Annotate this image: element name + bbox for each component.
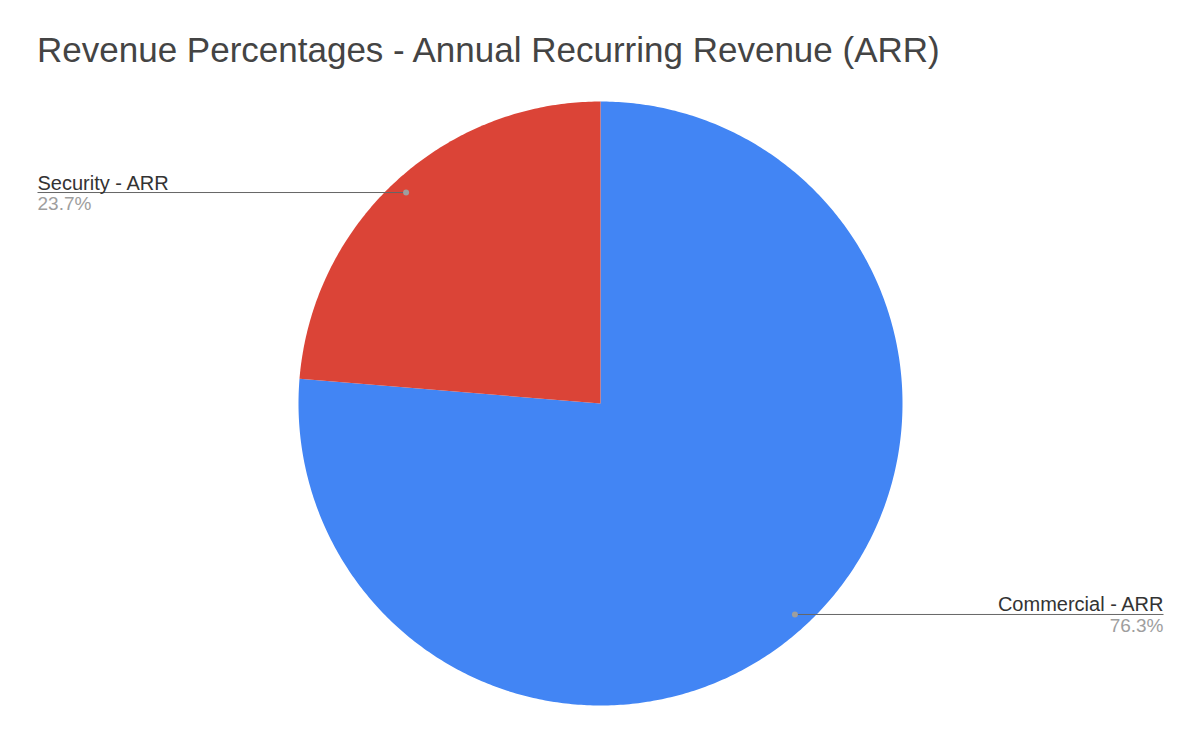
svg-text:Commercial - ARR: Commercial - ARR bbox=[998, 593, 1164, 615]
svg-text:76.3%: 76.3% bbox=[1110, 615, 1164, 636]
svg-text:23.7%: 23.7% bbox=[38, 193, 92, 214]
html-text:Revenue Percentages - Annual R: Revenue Percentages - Annual Recurring R… bbox=[37, 30, 940, 69]
svg-text:Security - ARR: Security - ARR bbox=[38, 172, 169, 194]
